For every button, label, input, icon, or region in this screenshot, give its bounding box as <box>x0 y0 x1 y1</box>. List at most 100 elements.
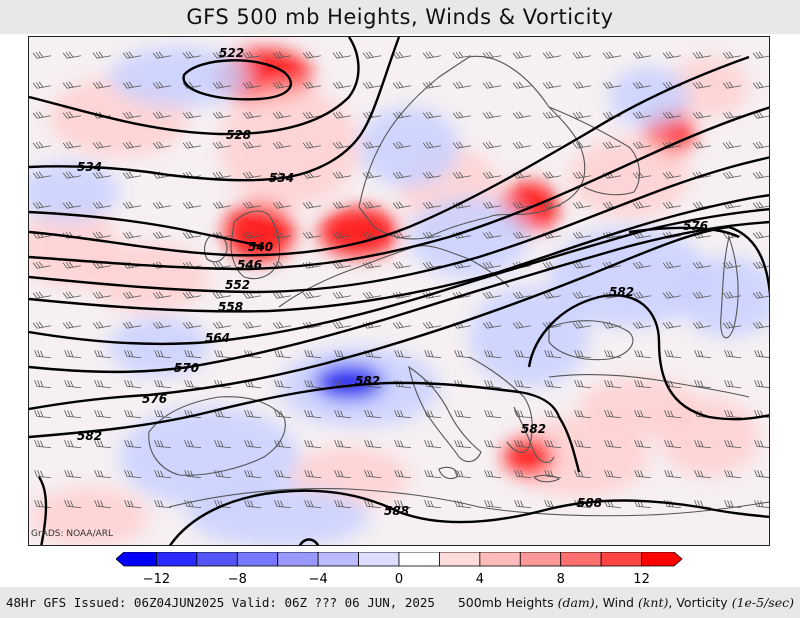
wind-barb <box>512 291 531 299</box>
coastlines <box>148 55 769 517</box>
wind-barb <box>454 440 472 449</box>
wind-barb <box>662 321 681 329</box>
wind-barb <box>32 171 51 179</box>
contour-label: 576 <box>142 392 167 406</box>
wind-barb <box>574 470 592 479</box>
wind-barb <box>422 261 441 269</box>
contour-576b <box>628 226 740 239</box>
wind-barb <box>544 470 562 479</box>
wind-barb <box>482 141 501 149</box>
wind-barb <box>242 231 261 239</box>
wind-barb <box>154 440 172 449</box>
wind-barb <box>602 321 621 329</box>
wind-barb <box>454 350 472 359</box>
coastline-black-sea <box>548 320 634 361</box>
wind-barb <box>362 261 381 269</box>
colorbar-cell <box>479 552 521 567</box>
wind-barb <box>662 51 681 59</box>
contour-576a <box>29 225 769 411</box>
wind-barb <box>124 380 142 389</box>
wind-barb <box>662 171 681 179</box>
colorbar-cell <box>398 552 440 567</box>
wind-barb <box>572 261 591 269</box>
wind-barb <box>122 81 141 89</box>
wind-barb <box>394 500 412 509</box>
wind-barb <box>32 291 51 299</box>
colorbar-cell <box>116 552 157 567</box>
wind-barb <box>32 51 51 59</box>
wind-barb <box>152 51 171 59</box>
wind-barb <box>242 141 261 149</box>
coastline-balkans <box>468 356 533 453</box>
vorticity-region <box>314 364 384 400</box>
contour-label: 534 <box>269 171 294 185</box>
wind-barb <box>514 410 532 419</box>
wind-barb <box>574 350 592 359</box>
contour-558 <box>29 194 769 313</box>
wind-barb <box>92 201 111 209</box>
wind-barb <box>62 171 81 179</box>
wind-barb <box>572 171 591 179</box>
wind-barb <box>62 141 81 149</box>
wind-barb <box>272 321 291 329</box>
wind-barb <box>632 201 651 209</box>
colorbar-cell <box>439 552 481 567</box>
wind-barb <box>362 231 381 239</box>
wind-barb <box>392 111 411 119</box>
wind-barb <box>634 440 652 449</box>
contour-534b <box>29 210 265 249</box>
wind-barb <box>694 350 712 359</box>
wind-barb <box>604 440 622 449</box>
vorticity-region <box>659 397 759 477</box>
wind-barb <box>34 350 52 359</box>
wind-barb <box>604 380 622 389</box>
vorticity-region <box>29 487 149 545</box>
wind-barb <box>482 321 501 329</box>
wind-barb <box>512 111 531 119</box>
wind-barb <box>694 470 712 479</box>
wind-barb <box>332 321 351 329</box>
wind-barb <box>154 350 172 359</box>
wind-barb <box>394 470 412 479</box>
wind-barb <box>752 81 769 89</box>
wind-barb <box>274 410 292 419</box>
colorbar-cell <box>519 552 562 567</box>
wind-barb <box>632 111 651 119</box>
wind-barb <box>64 440 82 449</box>
wind-barb <box>452 111 471 119</box>
wind-barb <box>422 231 441 239</box>
footer-bar: 48Hr GFS Issued: 06Z04JUN2025 Valid: 06Z… <box>0 587 800 618</box>
contour-582b <box>527 294 769 421</box>
wind-barb <box>152 291 171 299</box>
contour-label: 582 <box>609 285 634 299</box>
wind-barb <box>302 111 321 119</box>
wind-barb <box>154 410 172 419</box>
wind-barb <box>124 440 142 449</box>
wind-barb <box>362 291 381 299</box>
wind-barb <box>484 440 502 449</box>
wind-barb <box>272 201 291 209</box>
wind-barb <box>212 291 231 299</box>
wind-barb <box>604 350 622 359</box>
wind-barb <box>454 500 472 509</box>
wind-barb <box>574 440 592 449</box>
colorbar-tick-label: −4 <box>309 572 328 586</box>
wind-barb <box>424 500 442 509</box>
wind-barb <box>242 201 261 209</box>
wind-barb <box>364 440 382 449</box>
wind-barb <box>34 410 52 419</box>
contour-label: 564 <box>205 331 230 345</box>
contour-582c <box>37 476 48 545</box>
coastline-north-africa <box>168 488 769 517</box>
vorticity-region <box>409 197 529 277</box>
wind-barb <box>272 111 291 119</box>
wind-barb <box>634 470 652 479</box>
wind-barb <box>664 350 682 359</box>
wind-barb <box>62 51 81 59</box>
wind-barb <box>422 321 441 329</box>
wind-barb <box>484 380 502 389</box>
wind-barb <box>242 81 261 89</box>
colorbar-cell <box>277 552 319 567</box>
wind-unit: (knt) <box>637 595 669 610</box>
wind-barb <box>662 261 681 269</box>
